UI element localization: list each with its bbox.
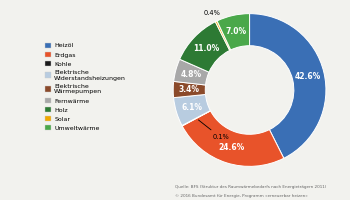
Wedge shape [182, 111, 210, 126]
Text: Quelle: BFS (Struktur des Raumwärmebedarfs nach Energieträgern 2011): Quelle: BFS (Struktur des Raumwärmebedar… [175, 185, 326, 189]
Text: 11.0%: 11.0% [193, 44, 219, 53]
Text: 42.6%: 42.6% [295, 72, 321, 81]
Legend: Heizöl, Erdgas, Kohle, Elektrische
Widerstandsheizungen, Elektrische
Wärmepumpen: Heizöl, Erdgas, Kohle, Elektrische Wider… [44, 41, 127, 132]
Wedge shape [174, 59, 209, 85]
Wedge shape [217, 14, 250, 50]
Wedge shape [215, 21, 231, 50]
Text: 4.8%: 4.8% [181, 70, 202, 79]
Wedge shape [250, 14, 326, 158]
Wedge shape [174, 94, 210, 126]
Text: 3.4%: 3.4% [179, 85, 200, 94]
Wedge shape [182, 111, 284, 166]
Text: 0.1%: 0.1% [198, 120, 229, 140]
Text: © 2016 Bundesamt für Energie, Programm «erneuerbar heizen»: © 2016 Bundesamt für Energie, Programm «… [175, 194, 308, 198]
Wedge shape [173, 81, 205, 98]
Text: 6.1%: 6.1% [181, 103, 202, 112]
Text: 0.4%: 0.4% [204, 10, 220, 16]
Text: 7.0%: 7.0% [226, 27, 247, 36]
Wedge shape [180, 22, 230, 72]
Text: 24.6%: 24.6% [218, 143, 244, 152]
